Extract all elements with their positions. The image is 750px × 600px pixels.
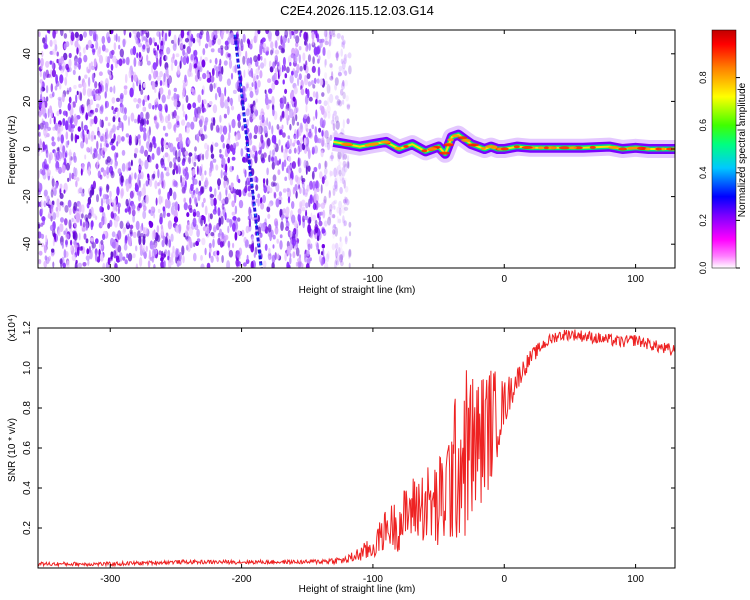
x-tick-label: -100 [363,274,383,285]
snr-y-ticks: 0.2 0.4 0.6 0.8 1.0 1.2 [22,321,675,535]
snr-y-multiplier: (x10⁴) [7,314,18,341]
spectrogram-y-ticks: -40 -20 0 20 40 [22,48,675,252]
signal-hotspots [340,134,675,155]
x-tick-label: -100 [363,574,383,585]
figure-title: C2E4.2026.115.12.03.G14 [280,3,434,18]
colorbar-tick-label: 0.2 [698,214,708,227]
x-tick-label: 0 [501,574,507,585]
y-tick-label: -40 [22,237,33,252]
x-tick-label: -200 [232,574,252,585]
y-tick-label: 40 [22,48,33,60]
colorbar-tick-label: 0.8 [698,71,708,84]
spectrogram-streak [233,34,263,268]
spectrogram-x-label: Height of straight line (km) [299,285,416,296]
x-tick-label: 0 [501,274,507,285]
colorbar-ticks: 0.0 0.2 0.4 0.6 0.8 [698,71,740,274]
colorbar: 0.0 0.2 0.4 0.6 0.8 Normalized spectral ampl… [698,29,748,274]
x-tick-label: -200 [232,274,252,285]
snr-y-label: SNR (10 * v/v) [7,418,18,482]
y-tick-label: 0.6 [22,441,33,455]
x-tick-label: -300 [100,274,120,285]
y-tick-label: -20 [22,189,33,204]
x-tick-label: -300 [100,574,120,585]
colorbar-tick-label: 0.4 [698,167,708,180]
colorbar-tick-label: 0.0 [698,262,708,275]
x-tick-label: 100 [627,274,644,285]
snr-x-label: Height of straight line (km) [299,584,416,595]
noise-speckle [38,30,352,268]
colorbar-label: Normalized spectral amplitude [737,82,748,217]
x-tick-label: 100 [627,574,644,585]
colorbar-tick-label: 0.6 [698,119,708,132]
snr-series-line [38,329,675,568]
y-tick-label: 20 [22,95,33,107]
spectrogram-marks [38,30,675,268]
y-tick-label: 0.4 [22,481,33,495]
y-tick-label: 0.2 [22,521,33,535]
colorbar-gradient [711,29,737,269]
y-tick-label: 1.2 [22,321,33,335]
y-tick-label: 1.0 [22,361,33,375]
y-tick-label: 0.8 [22,401,33,415]
snr-frame [37,327,676,569]
snr-series [38,329,675,568]
snr-panel: -300 -200 -100 0 100 0.2 0.4 0.6 0.8 1.0 1.2 Heig… [7,314,676,595]
y-tick-label: 0 [22,146,33,152]
snr-x-ticks: -300 -200 -100 0 100 [100,328,644,585]
spectrogram-x-ticks: -300 -200 -100 0 100 [100,30,644,285]
spectrogram-y-label: Frequency (Hz) [7,116,18,185]
